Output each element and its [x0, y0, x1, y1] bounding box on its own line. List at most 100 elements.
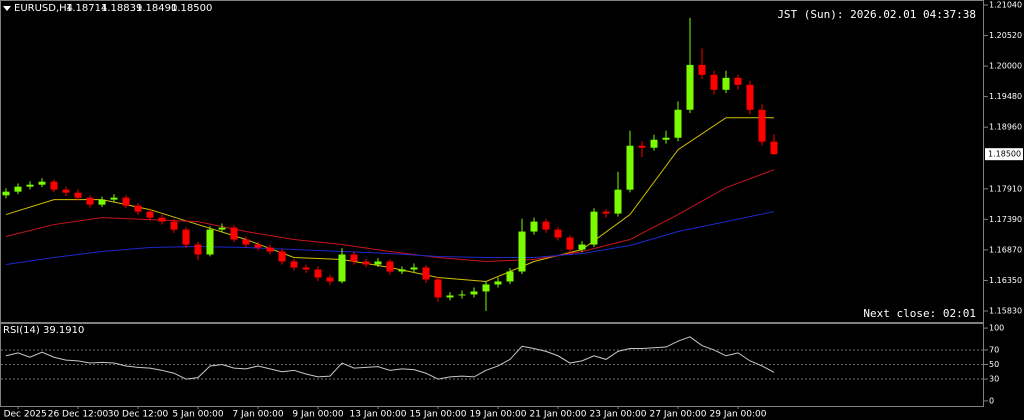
- candle-body: [38, 181, 46, 185]
- candle-body: [362, 261, 370, 265]
- candle-body: [506, 271, 514, 282]
- y-tick-label: 1.17910: [989, 184, 1022, 193]
- candle-body: [218, 227, 226, 230]
- candle-body: [194, 244, 202, 255]
- candle-body: [650, 139, 658, 148]
- low-price: 1.18490: [136, 3, 177, 14]
- candle-body: [518, 231, 526, 272]
- candle-body: [710, 74, 718, 90]
- next-close: Next close: 02:01: [863, 307, 976, 320]
- y-tick-label: 1.20000: [989, 62, 1022, 71]
- candle-body: [386, 261, 394, 272]
- candle-body: [278, 251, 286, 262]
- rsi-tick-label: 0: [989, 396, 994, 405]
- candle-body: [602, 211, 610, 214]
- x-tick-label: 23 Jan 00:00: [590, 410, 647, 420]
- candle-body: [326, 277, 334, 282]
- rsi-tick-label: 100: [989, 324, 1004, 333]
- candle-body: [614, 189, 622, 214]
- candle-body: [554, 229, 562, 238]
- candle-body: [734, 77, 742, 85]
- main-pane: [0, 0, 984, 323]
- candle-body: [98, 199, 106, 205]
- candle-body: [494, 281, 502, 285]
- moving-average: [5, 169, 775, 263]
- last-price-label: 1.18500: [988, 150, 1021, 159]
- candle-body: [674, 109, 682, 138]
- candle-body: [758, 109, 766, 142]
- candle-body: [206, 229, 214, 255]
- rsi-tick-label: 30: [989, 375, 999, 384]
- candle-body: [62, 189, 70, 193]
- candle-body: [578, 244, 586, 250]
- y-tick-label: 1.18960: [989, 123, 1022, 132]
- candle-body: [110, 197, 118, 200]
- y-tick-label: 1.16870: [989, 245, 1022, 254]
- rsi-label: RSI(14) 39.1910: [3, 325, 84, 336]
- candle-body: [566, 237, 574, 250]
- candle-body: [122, 197, 130, 206]
- candle-body: [410, 267, 418, 270]
- server-clock: JST (Sun): 2026.02.01 04:37:38: [777, 8, 976, 21]
- x-tick-label: 26 Dec 12:00: [48, 410, 109, 420]
- candle-body: [422, 267, 430, 280]
- y-tick-label: 1.21040: [989, 0, 1022, 9]
- x-tick-label: 21 Jan 00:00: [530, 410, 587, 420]
- candle-body: [470, 291, 478, 295]
- last-price-box: [985, 148, 1023, 161]
- candle-body: [350, 254, 358, 262]
- candle-body: [254, 244, 262, 248]
- x-tick-label: 15 Jan 00:00: [410, 410, 467, 420]
- candle-body: [182, 229, 190, 245]
- candle-body: [530, 221, 538, 232]
- candle-body: [458, 294, 466, 296]
- candle-body: [50, 181, 58, 190]
- moving-average: [5, 211, 775, 265]
- candle-body: [158, 217, 166, 222]
- y-tick-label: 1.19480: [989, 92, 1022, 101]
- candle-body: [398, 269, 406, 272]
- candle-body: [626, 145, 634, 190]
- candle-body: [230, 227, 238, 240]
- rsi-line: [5, 336, 775, 380]
- candle-body: [722, 77, 730, 90]
- candle-body: [686, 64, 694, 110]
- candle-body: [26, 184, 34, 187]
- candle-body: [134, 205, 142, 212]
- x-tick-label: 9 Jan 00:00: [292, 410, 344, 420]
- open-price: 1.18714: [66, 3, 107, 14]
- candle-body: [266, 247, 274, 252]
- candle-body: [590, 211, 598, 245]
- menu-arrow[interactable]: [3, 6, 11, 11]
- y-tick-label: 1.20520: [989, 31, 1022, 40]
- candle-body: [290, 261, 298, 268]
- candle-body: [170, 221, 178, 230]
- y-tick-label: 1.15830: [989, 307, 1022, 316]
- candle-body: [146, 211, 154, 218]
- candle-body: [434, 279, 442, 298]
- high-price: 1.18839: [101, 3, 142, 14]
- candle-body: [542, 221, 550, 230]
- candle-body: [242, 239, 250, 245]
- candle-body: [302, 267, 310, 270]
- candle-body: [314, 269, 322, 278]
- candle-body: [662, 137, 670, 140]
- y-tick-label: 1.16350: [989, 276, 1022, 285]
- moving-average: [5, 117, 774, 282]
- candle-body: [446, 295, 454, 298]
- x-tick-label: 5 Jan 00:00: [172, 410, 224, 420]
- x-tick-label: 27 Jan 00:00: [650, 410, 707, 420]
- candle-body: [14, 186, 22, 192]
- x-tick-label: 29 Jan 00:00: [710, 410, 767, 420]
- candle-body: [482, 284, 490, 292]
- candle-body: [638, 145, 646, 148]
- symbol: EURUSD,H4: [14, 3, 73, 14]
- rsi-tick-label: 70: [989, 345, 999, 354]
- candle-body: [2, 191, 10, 196]
- candle-body: [746, 84, 754, 110]
- candle-body: [770, 141, 778, 155]
- close-price: 1.18500: [171, 3, 212, 14]
- candle-body: [374, 261, 382, 265]
- candle-body: [74, 192, 82, 198]
